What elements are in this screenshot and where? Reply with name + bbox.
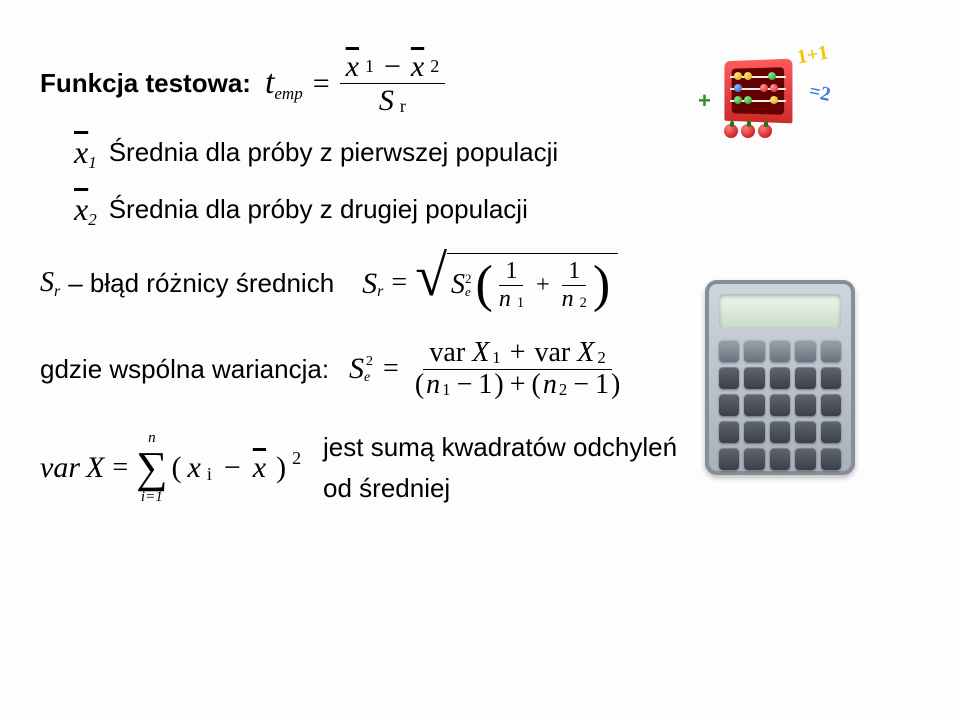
frac1-num: 1 — [499, 258, 523, 285]
den-n1-sub: 1 — [442, 381, 450, 399]
Sr-symbol: S — [40, 261, 54, 306]
t-symbol: t — [265, 56, 274, 110]
x1-bar: x — [346, 50, 359, 83]
varX-eq: = — [112, 446, 128, 491]
abacus-illustration: + 1+1 =2 — [700, 46, 830, 156]
x1-sub: 1 — [365, 57, 374, 77]
calculator-screen — [719, 294, 841, 328]
den-rp2: ) — [611, 370, 620, 401]
Sr-sub: r — [400, 97, 406, 117]
apple-icon — [758, 124, 772, 138]
den-n2: n — [543, 370, 557, 401]
pooled-variance-line: gdzie wspólna wariancja: S 2 e = var X1 … — [40, 338, 680, 401]
content-area: Funkcja testowa: t emp = x1 − x2 S r x 1… — [40, 50, 680, 516]
frac-plus: + — [536, 266, 550, 304]
varX1-sub: 1 — [492, 349, 500, 367]
Sr-eq: = — [391, 261, 407, 306]
Se-sym: S — [451, 263, 465, 308]
apple-icon — [741, 124, 755, 138]
x1-desc-text: Średnia dla próby z pierwszej populacji — [109, 132, 558, 174]
Se2-S: S — [349, 345, 364, 393]
n1-sub: 1 — [517, 296, 524, 312]
varX-var: var — [40, 444, 80, 492]
den-n2-sub: 2 — [559, 381, 567, 399]
apple-icon — [724, 124, 738, 138]
den-n1: n — [426, 370, 440, 401]
varX-line: var X = n ∑ i=1 ( xi − x ) 2 jest sumą k… — [40, 427, 680, 510]
x1-sym: x — [74, 127, 88, 178]
frac2-num: 1 — [562, 258, 586, 285]
Sr-subscript: r — [54, 279, 60, 305]
varX-sq: 2 — [292, 444, 301, 473]
t-fraction: x1 − x2 S r — [340, 50, 446, 117]
eq-sign: = — [313, 60, 330, 108]
varX-close: ) — [276, 444, 286, 492]
varX-desc: jest sumą kwadratów odchyleń od średniej — [323, 427, 680, 510]
x2-bar: x — [411, 50, 424, 83]
varX-open: ( — [172, 444, 182, 492]
Se2-sup: 2 — [366, 355, 373, 369]
sum-symbol: n ∑ i=1 — [136, 431, 167, 505]
den-one2: 1 — [595, 370, 609, 401]
abacus-eq1: 1+1 — [795, 41, 830, 69]
Se-sub: e — [465, 285, 472, 298]
den-lp1: ( — [415, 370, 424, 401]
varX2-sub: 2 — [597, 349, 605, 367]
n2-sym: n — [562, 286, 574, 312]
Sr-rhs-sub: r — [377, 279, 383, 305]
x2-desc-text: Średnia dla próby z drugiej populacji — [109, 189, 528, 231]
test-statistic-line: Funkcja testowa: t emp = x1 − x2 S r — [40, 50, 680, 117]
pooled-label: gdzie wspólna wariancja: — [40, 349, 329, 391]
Se2-eq: = — [383, 347, 399, 392]
sr-line: S r – błąd różnicy średnich S r = √ S 2 … — [40, 253, 680, 314]
den-minus1: − — [457, 370, 473, 401]
x2-sub: 2 — [430, 57, 439, 77]
Sr-desc-text: – błąd różnicy średnich — [68, 263, 334, 305]
minus-sign: − — [384, 50, 401, 83]
x2-desc-line: x 2 Średnia dla próby z drugiej populacj… — [74, 184, 680, 235]
plus-icon: + — [698, 88, 711, 114]
den-lp2: ( — [531, 370, 540, 401]
Se2-sub: e — [364, 371, 373, 385]
den-rp1: ) — [494, 370, 503, 401]
x1-desc-line: x 1 Średnia dla próby z pierwszej popula… — [74, 127, 680, 178]
Sr-rhs-S: S — [362, 260, 377, 308]
t-sub: emp — [274, 80, 302, 107]
x2-sym: x — [74, 184, 88, 235]
den-plus: + — [510, 370, 526, 401]
abacus-eq2: =2 — [806, 80, 832, 107]
xi-sym: x — [188, 444, 201, 492]
den-minus2: − — [573, 370, 589, 401]
varX-X: X — [86, 444, 104, 492]
varX2-X: X — [577, 338, 594, 369]
x2-desc-sub: 2 — [88, 206, 97, 233]
varX1-X: X — [472, 338, 489, 369]
title-label: Funkcja testowa: — [40, 63, 251, 105]
n1-sym: n — [499, 286, 511, 312]
den-one1: 1 — [478, 370, 492, 401]
varX2-var: var — [534, 338, 570, 369]
xbar-sym: x — [253, 444, 266, 492]
sum-bot: i=1 — [141, 490, 163, 505]
n2-sub: 2 — [580, 296, 587, 312]
varX1-var: var — [429, 338, 465, 369]
varX-minus: − — [224, 444, 241, 492]
Sr-S: S — [379, 84, 394, 117]
var-plus: + — [510, 338, 526, 369]
sqrt-expression: √ S 2 e ( 1 n1 + 1 n2 ) — [415, 253, 618, 314]
calculator-illustration — [705, 280, 855, 475]
x1-desc-sub: 1 — [88, 149, 97, 176]
xi-sub: i — [207, 460, 212, 489]
pooled-fraction: var X1 + var X2 ( n1 − 1 ) + ( n2 − 1 ) — [409, 338, 626, 401]
